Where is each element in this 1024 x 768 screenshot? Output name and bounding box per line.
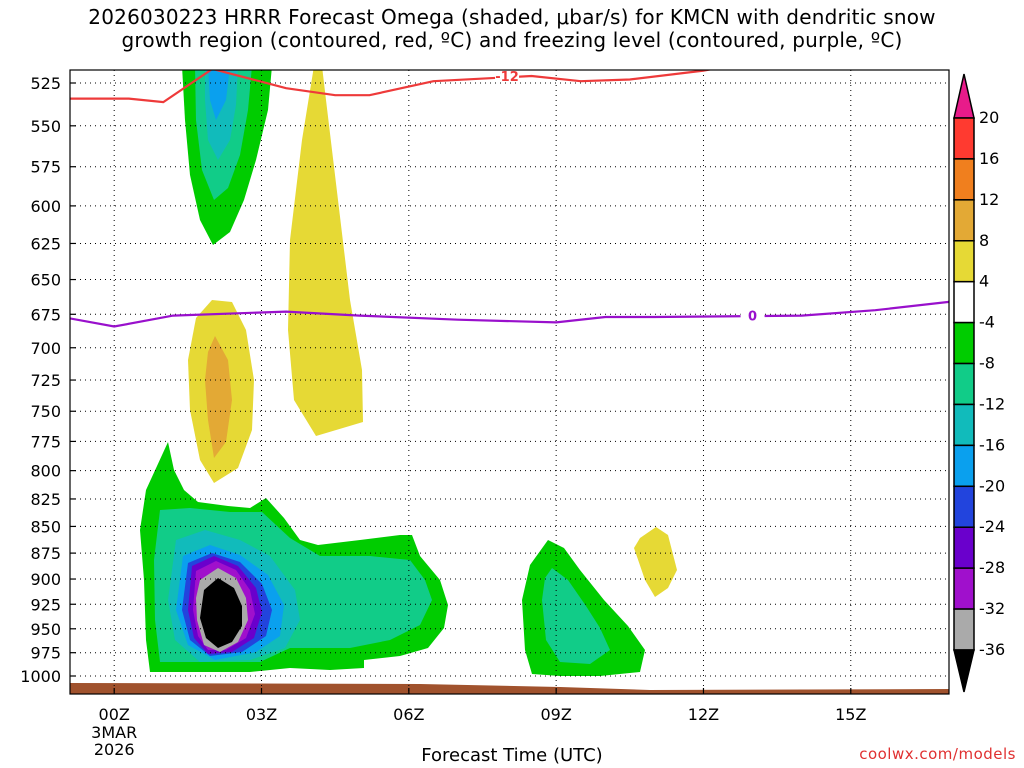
colorbar-label: -12 — [979, 394, 1005, 413]
x-tick-label-03Z: 03Z — [246, 705, 277, 724]
colorbar-bin-10 — [953, 485, 975, 528]
y-tick-label-850: 850 — [30, 517, 61, 536]
colorbar-bin-11 — [953, 526, 975, 569]
x-tick-label-06Z: 06Z — [393, 705, 424, 724]
colorbar-bin-8 — [953, 403, 975, 447]
y-tick-label-825: 825 — [30, 490, 61, 509]
colorbar-bottom-arrow — [953, 649, 975, 693]
y-tick-label-675: 675 — [30, 305, 61, 324]
site-credit[interactable]: coolwx.com/models — [859, 745, 1016, 763]
colorbar-label: 16 — [979, 149, 999, 168]
x-tick-label-00Z: 00Z — [99, 705, 130, 724]
y-tick-label-925: 925 — [30, 595, 61, 614]
contour-label-bg-freezing-level — [740, 307, 765, 322]
colorbar-label: -20 — [979, 476, 1005, 495]
contour-label-bg-dendritic-growth — [495, 70, 520, 82]
colorbar-label: -36 — [979, 640, 1005, 659]
x-axis-title: Forecast Time (UTC) — [421, 745, 603, 766]
ground-strip — [70, 683, 949, 694]
y-tick-label-900: 900 — [30, 570, 61, 589]
colorbar-label: -24 — [979, 517, 1005, 536]
omega-region-upper-blue — [208, 70, 230, 120]
colorbar-bin-7 — [953, 362, 975, 406]
colorbar-label: 4 — [979, 272, 989, 291]
chart-title: 2026030223 HRRR Forecast Omega (shaded, … — [0, 6, 1024, 52]
contour-freezing-level — [70, 300, 949, 328]
colorbar-label: 8 — [979, 231, 989, 250]
contour-dendritic-growth — [70, 70, 713, 104]
contour-lines: -12 0 — [70, 70, 949, 328]
colorbar-label: -28 — [979, 558, 1005, 577]
colorbar-bin-2 — [953, 158, 975, 201]
y-tick-label-650: 650 — [30, 271, 61, 290]
colorbar-bin-3 — [953, 199, 975, 242]
colorbar-bin-12 — [953, 567, 975, 610]
omega-region-yellow-column — [288, 70, 363, 436]
omega-shading — [70, 70, 949, 694]
title-line-1: 2026030223 HRRR Forecast Omega (shaded, … — [88, 5, 936, 29]
omega-region-low-black — [200, 578, 242, 648]
omega-region-orange-core — [205, 336, 232, 458]
y-tick-label-950: 950 — [30, 620, 61, 639]
colorbar-top-arrow — [953, 73, 975, 119]
colorbar: 20 16 12 8 4 -4 -8 -12 -16 -20 -24 -28 -32 -36 — [953, 73, 1005, 693]
colorbar-label: -32 — [979, 599, 1005, 618]
colorbar-label: -16 — [979, 435, 1005, 454]
y-tick-label-875: 875 — [30, 544, 61, 563]
y-tick-label-975: 975 — [30, 644, 61, 663]
colorbar-bin-9 — [953, 444, 975, 488]
y-tick-label-600: 600 — [30, 197, 61, 216]
plot-frame — [69, 69, 950, 695]
y-tick-label-625: 625 — [30, 234, 61, 253]
y-tick-label-550: 550 — [30, 117, 61, 136]
y-tick-label-800: 800 — [30, 462, 61, 481]
colorbar-bin-6 — [953, 321, 975, 365]
grid — [70, 70, 949, 694]
x-tick-sublabel-date: 3MAR — [91, 723, 137, 742]
x-tick-label-09Z: 09Z — [540, 705, 571, 724]
contour-label-dendritic-growth: -12 — [495, 70, 519, 85]
omega-region-11z-yellow — [634, 527, 677, 597]
y-tick-label-725: 725 — [30, 371, 61, 390]
colorbar-label: -4 — [979, 313, 995, 332]
y-tick-label-575: 575 — [30, 158, 61, 177]
colorbar-bin-4 — [953, 240, 975, 283]
x-tick-label-15Z: 15Z — [835, 705, 866, 724]
y-axis: 525 550 575 600 625 650 675 700 725 750 775 800 825 8… — [20, 74, 76, 686]
colorbar-label: 20 — [979, 108, 999, 127]
colorbar-bin-5 — [953, 280, 975, 324]
colorbar-label: -8 — [979, 354, 995, 373]
y-tick-label-1000: 1000 — [20, 667, 61, 686]
colorbar-label: 12 — [979, 190, 999, 209]
omega-region-09z-teal — [542, 568, 610, 664]
x-tick-sublabel-year: 2026 — [94, 740, 135, 759]
x-tick-label-12Z: 12Z — [688, 705, 719, 724]
contour-label-freezing-level: 0 — [748, 310, 757, 325]
title-line-2: growth region (contoured, red, ºC) and f… — [121, 28, 903, 52]
colorbar-bin-13 — [953, 608, 975, 651]
y-tick-label-750: 750 — [30, 402, 61, 421]
y-tick-label-525: 525 — [30, 74, 61, 93]
y-tick-label-775: 775 — [30, 432, 61, 451]
y-tick-label-700: 700 — [30, 339, 61, 358]
colorbar-bin-1 — [953, 117, 975, 160]
